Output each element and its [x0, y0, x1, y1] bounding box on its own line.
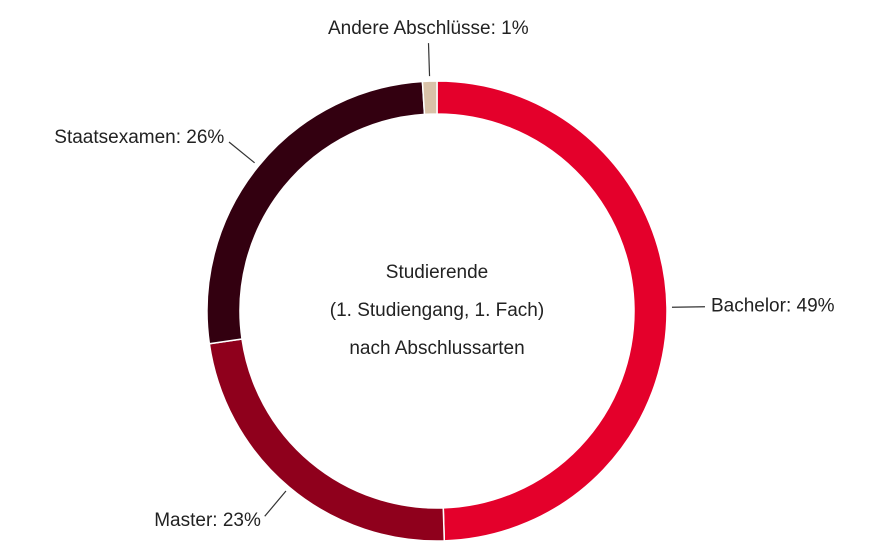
- center-title: nach Abschlussarten: [349, 338, 524, 359]
- leader-line: [264, 490, 287, 517]
- data-label: Andere Abschlüsse: 1%: [328, 18, 529, 39]
- center-title: (1. Studiengang, 1. Fach): [330, 300, 544, 321]
- leader-line: [671, 306, 705, 308]
- leader-line: [228, 141, 255, 164]
- donut-segment: [421, 80, 438, 116]
- data-label: Bachelor: 49%: [711, 296, 835, 317]
- leader-line: [427, 43, 431, 77]
- data-label: Master: 23%: [154, 510, 261, 531]
- data-label: Staatsexamen: 26%: [54, 127, 224, 148]
- center-title: Studierende: [386, 262, 488, 283]
